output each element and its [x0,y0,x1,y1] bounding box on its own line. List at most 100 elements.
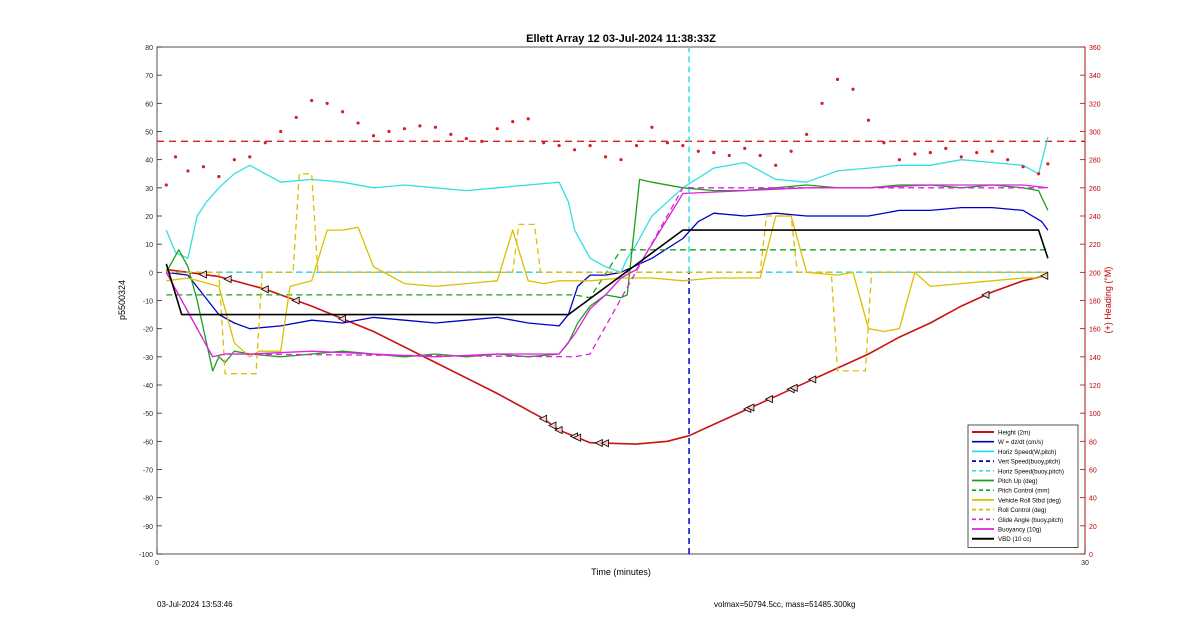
y-tick-label-right: 280 [1089,158,1101,165]
heading-point [897,158,902,162]
height-marker [291,296,300,305]
heading-point [835,77,840,81]
heading-point [774,163,778,167]
heading-point [542,141,546,145]
legend-label-2: Horiz Speed(W,pitch) [998,449,1056,456]
legend-label-4: Horiz Speed(buoy,pitch) [998,468,1064,475]
height-marker [600,439,609,448]
y-tick-label-right: 240 [1089,214,1101,221]
heading-point [232,158,236,162]
heading-point [805,132,809,136]
y-tick-label: -30 [143,355,153,362]
y-tick-label-right: 300 [1089,130,1101,137]
heading-point [201,165,205,169]
legend: Height (2m) W = dz/dt (cm/s) Horiz Speed(W… [967,424,1079,548]
y-axis-left: -100-90-80-70-60-50-40-30-20-10010203040… [139,45,162,559]
heading-point [341,110,345,114]
legend-label-3: Vert Speed(buoy,pitch) [998,459,1060,466]
series-line-7 [166,215,1049,358]
y-tick-label: 60 [145,101,153,108]
y-tick-label: 0 [149,270,153,277]
legend-box [967,424,1079,548]
heading-point [990,149,994,153]
heading-point [294,115,298,120]
heading-point [418,124,422,128]
series-line-10 [165,184,1048,358]
height-marker [746,403,755,412]
y-tick-label-right: 340 [1089,73,1101,80]
heading-point [433,125,437,129]
height-marker [538,414,548,423]
heading-point [356,121,360,125]
heading-point [263,141,267,145]
y-tick-label-right: 200 [1089,270,1101,277]
heading-point [279,129,283,134]
y-tick-label-right: 100 [1089,411,1101,418]
height-marker [981,290,990,300]
legend-label-7: Vehicle Roll Stbd (deg) [998,497,1061,504]
heading-point [310,98,314,103]
legend-label-6: Pitch Control (mm) [998,488,1050,495]
heading-point [696,149,700,153]
legend-label-5: Pitch Up (deg) [998,478,1038,485]
height-marker [337,314,347,323]
heading-point [557,143,561,148]
heading-point [1037,172,1041,176]
y-tick-label-right: 160 [1089,327,1101,334]
heading-point [743,146,747,150]
y-tick-label-right: 220 [1089,242,1101,249]
heading-point [727,153,731,158]
y-tick-label-right: 320 [1089,101,1101,108]
series-line-11 [165,229,1049,316]
y-tick-label-right: 0 [1089,552,1093,559]
heading-point [913,152,917,156]
y-tick-label-right: 80 [1089,439,1097,446]
height-marker [198,270,207,279]
legend-label-10: Buoyancy (10g) [998,527,1041,534]
y-axis-label-right: (+) Heading (°M) [1103,266,1113,334]
x-axis: 0 30 [155,549,1089,567]
heading-point [944,146,948,150]
height-marker [789,383,798,392]
heading-point [526,117,530,121]
y-tick-label: 30 [145,186,153,193]
heading-point [681,143,685,148]
y-tick-label-right: 140 [1089,355,1101,362]
heading-point [1021,165,1025,169]
heading-point [325,101,329,105]
height-marker [764,394,773,404]
y-tick-label: 80 [145,45,153,52]
series-line-0 [166,268,1049,445]
legend-label-9: Glide Angle (buoy,pitch) [998,517,1063,524]
heading-point [186,169,190,173]
heading-point [217,174,221,179]
y-tick-label: -40 [143,383,153,390]
height-marker [1039,271,1049,281]
y-tick-label-right: 360 [1089,45,1101,52]
y-tick-label: 10 [145,242,153,249]
y-tick-label-right: 20 [1089,524,1097,531]
y-tick-label: -10 [143,299,153,306]
heading-point [975,151,979,155]
heading-point [758,153,762,158]
heading-point [588,143,592,148]
heading-point [173,155,178,159]
footer-timestamp: 03-Jul-2024 13:53:46 [157,600,233,609]
x-tick-label: 30 [1081,560,1089,567]
heading-point [959,155,963,159]
y-tick-label: 20 [145,214,153,221]
height-marker [548,421,557,430]
heading-point [248,155,252,159]
heading-point [1046,162,1050,166]
y-tick-label: -50 [143,411,153,418]
heading-point [371,134,376,138]
legend-label-8: Roll Control (deg) [998,507,1047,514]
heading-point [387,129,391,134]
heading-point [820,101,824,105]
footer-mass-info: volmax=50794.5cc, mass=51485.300kg [714,600,856,609]
y-tick-label-right: 60 [1089,468,1097,475]
heading-point [712,151,716,155]
height-marker [223,274,232,284]
